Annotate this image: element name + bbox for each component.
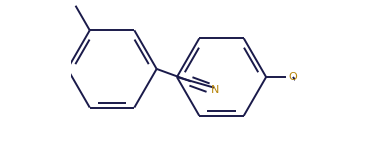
Text: O: O: [288, 72, 297, 82]
Text: N: N: [211, 85, 220, 95]
